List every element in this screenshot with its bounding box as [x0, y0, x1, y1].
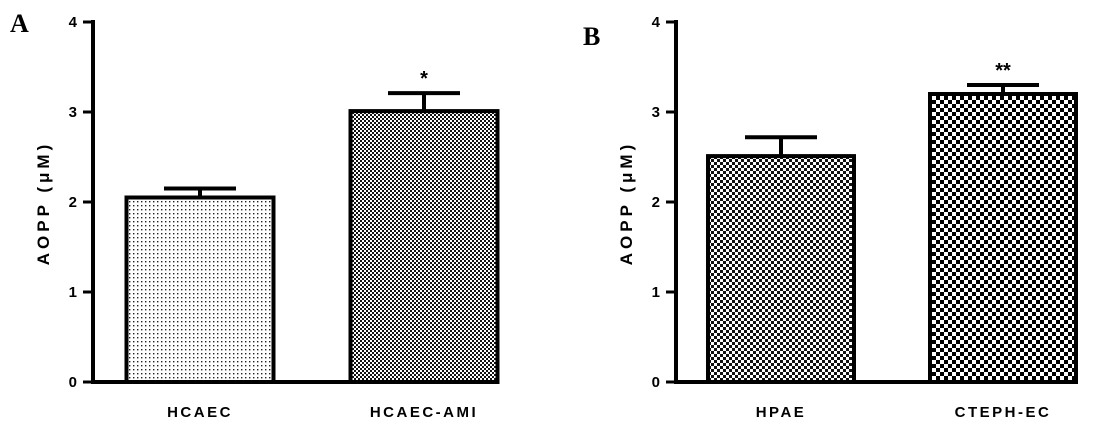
panel-b-y-axis-label: AOPP (μM) — [617, 141, 636, 265]
panel-a-y-tick-label-2: 2 — [69, 194, 77, 211]
panel-b-y-tick-label-4: 4 — [652, 14, 661, 31]
panel-a-bar-2 — [348, 109, 500, 384]
panel-b-plot: HPAE ** CTEPH-EC 0 1 2 3 4 — [652, 14, 1078, 421]
panel-b-error-bar-1 — [745, 135, 817, 157]
panel-b-bar-1 — [706, 154, 856, 384]
panel-a-error-bar-2 — [388, 91, 460, 112]
panel-b-y-tick-label-0: 0 — [652, 374, 660, 391]
panel-b-letter: B — [583, 22, 600, 51]
panel-a-bar-1 — [124, 195, 276, 384]
panel-a-letter: A — [10, 9, 29, 38]
panel-a-y-tick-label-4: 4 — [69, 14, 78, 31]
panel-b-significance-2: ** — [995, 60, 1011, 82]
panel-b-y-tick-label-2: 2 — [652, 194, 660, 211]
panel-b-bar-2 — [928, 92, 1078, 384]
panel-a: A AOPP (μM) HCAEC * HCAEC-AMI 0 1 2 3 4 — [10, 9, 500, 421]
panel-a-x-tick-label-2: HCAEC-AMI — [370, 404, 478, 421]
panel-b-error-bar-2 — [967, 83, 1039, 94]
panel-a-x-tick-label-1: HCAEC — [167, 404, 233, 421]
panel-b-y-tick-label-3: 3 — [652, 104, 660, 121]
panel-a-plot: HCAEC * HCAEC-AMI 0 1 2 3 4 — [69, 14, 500, 421]
panel-b-x-tick-label-1: HPAE — [756, 404, 807, 421]
panel-b-x-tick-label-2: CTEPH-EC — [955, 404, 1052, 421]
panel-a-error-bar-1 — [164, 186, 236, 198]
panel-a-y-tick-label-3: 3 — [69, 104, 77, 121]
panel-b-y-tick-label-1: 1 — [652, 284, 660, 301]
panel-a-y-axis-label: AOPP (μM) — [34, 141, 53, 265]
panel-a-y-tick-label-0: 0 — [69, 374, 77, 391]
panel-a-significance-2: * — [420, 68, 428, 90]
panel-b: B AOPP (μM) HPAE ** CTEPH-EC 0 1 2 3 4 — [583, 14, 1078, 421]
panel-a-y-tick-label-1: 1 — [69, 284, 77, 301]
